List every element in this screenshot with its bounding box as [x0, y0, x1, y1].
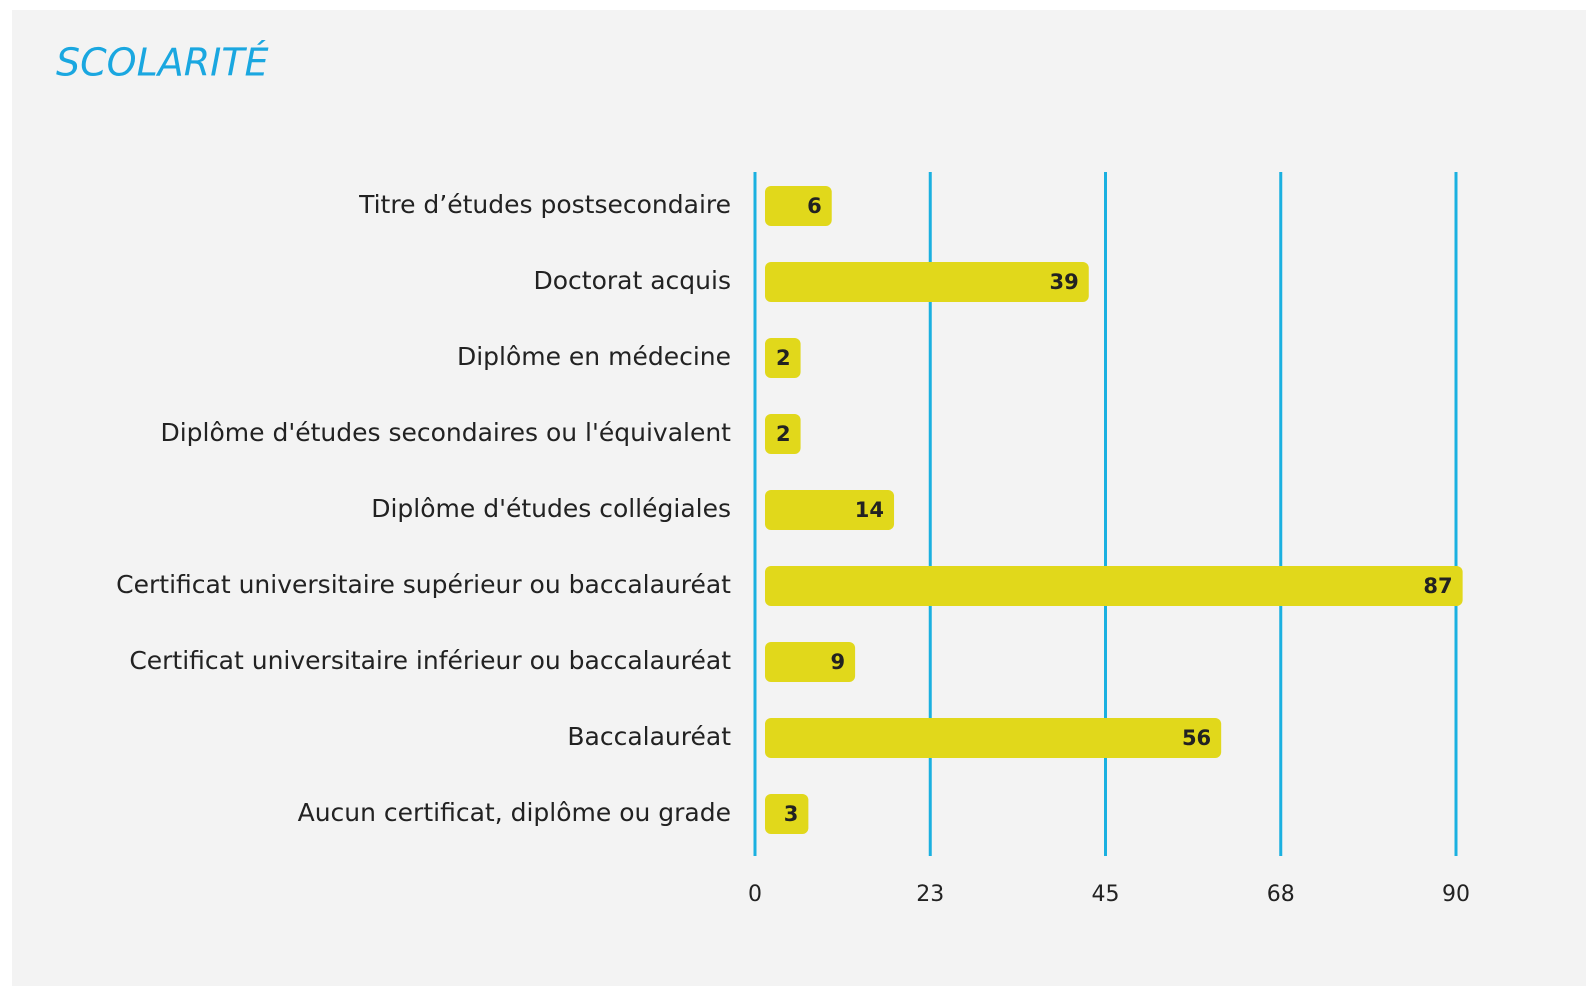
- x-tick-label: 23: [916, 882, 944, 907]
- value-label: 39: [1050, 270, 1079, 294]
- bar: [765, 718, 1222, 758]
- bar: [765, 566, 1463, 606]
- y-tick-label: Aucun certificat, diplôme ou grade: [298, 798, 731, 827]
- bar: [765, 414, 801, 454]
- y-tick-label: Baccalauréat: [567, 722, 731, 751]
- value-label: 56: [1182, 726, 1211, 750]
- chart-title: SCOLARITÉ: [56, 41, 269, 85]
- bar: [765, 338, 801, 378]
- value-label: 14: [855, 498, 884, 522]
- bar: [765, 186, 832, 226]
- y-tick-label: Certificat universitaire supérieur ou ba…: [116, 570, 731, 599]
- value-label: 2: [776, 422, 791, 446]
- x-tick-label: 0: [748, 882, 762, 907]
- y-tick-label: Diplôme en médecine: [457, 342, 731, 371]
- value-label: 2: [776, 346, 791, 370]
- x-tick-label: 45: [1092, 882, 1120, 907]
- y-tick-label: Certificat universitaire inférieur ou ba…: [129, 646, 731, 675]
- value-label: 87: [1423, 574, 1452, 598]
- value-label: 9: [830, 650, 845, 674]
- y-tick-label: Diplôme d'études collégiales: [371, 494, 731, 523]
- value-label: 3: [784, 802, 799, 826]
- x-tick-label: 68: [1267, 882, 1295, 907]
- y-tick-label: Diplôme d'études secondaires ou l'équiva…: [160, 418, 731, 447]
- value-label: 6: [807, 194, 822, 218]
- y-tick-label: Doctorat acquis: [534, 266, 732, 295]
- bar: [765, 642, 856, 682]
- bar: [765, 490, 895, 530]
- bar: [765, 262, 1089, 302]
- bar: [765, 794, 809, 834]
- x-tick-label: 90: [1442, 882, 1470, 907]
- y-tick-label: Titre d’études postsecondaire: [358, 190, 731, 219]
